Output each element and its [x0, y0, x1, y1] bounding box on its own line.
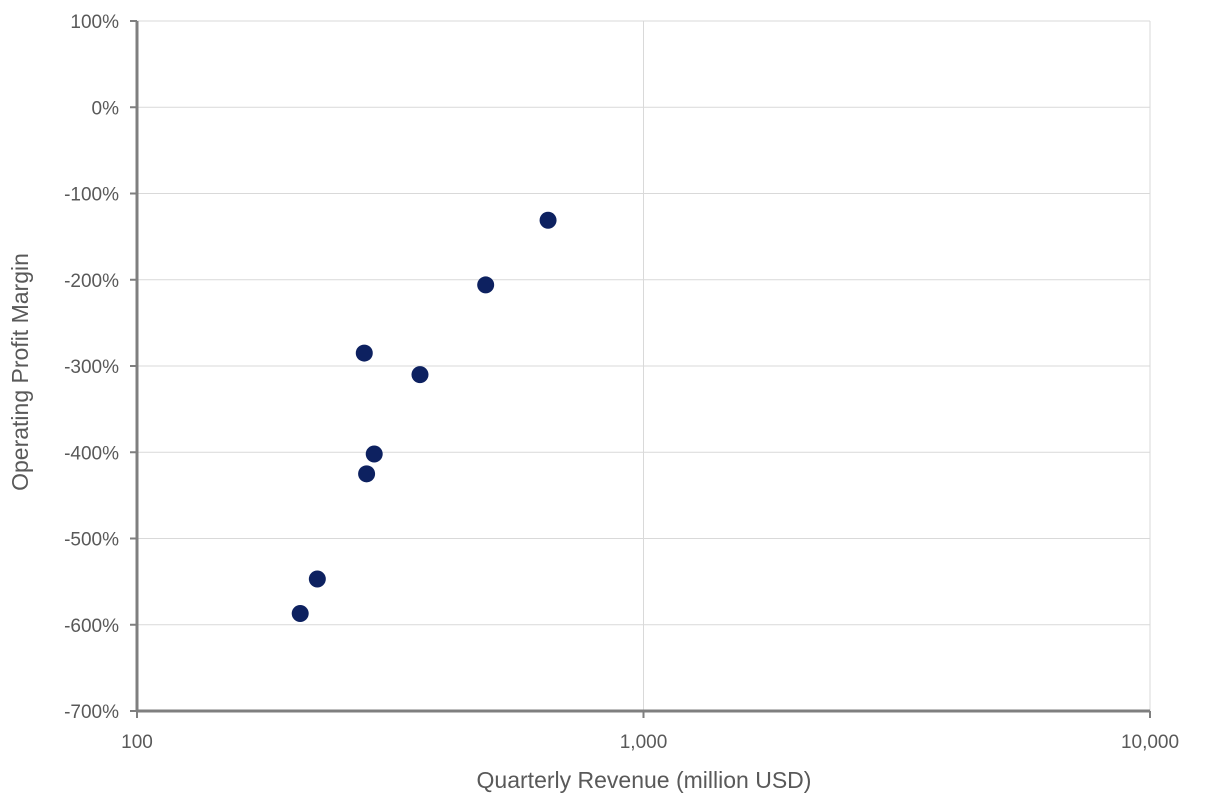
- y-tick-label: -600%: [64, 616, 119, 637]
- y-tick-label: -300%: [64, 357, 119, 378]
- data-point: [411, 366, 429, 384]
- x-tick-label: 10,000: [1121, 732, 1179, 753]
- tick-labels: 100% 0% -100% -200% -300% -400% -500% -600% -700…: [64, 12, 1179, 753]
- data-point: [355, 344, 373, 362]
- y-tick-label: -700%: [64, 702, 119, 723]
- data-point: [291, 605, 309, 623]
- y-tick-label: 0%: [92, 98, 120, 119]
- data-point: [365, 445, 383, 463]
- y-tick-label: -200%: [64, 271, 119, 292]
- y-tick-label: -100%: [64, 185, 119, 206]
- data-point: [308, 570, 326, 588]
- gridlines: [137, 20, 1151, 711]
- data-point: [358, 465, 376, 483]
- data-point: [477, 276, 495, 294]
- y-tick-label: 100%: [70, 12, 119, 33]
- y-tick-label: -500%: [64, 530, 119, 551]
- x-axis-title: Quarterly Revenue (million USD): [477, 767, 812, 793]
- y-axis-title: Operating Profit Margin: [7, 253, 33, 491]
- axes: [130, 20, 1151, 718]
- y-tick-label: -400%: [64, 443, 119, 464]
- x-tick-label: 1,000: [620, 732, 668, 753]
- data-point: [539, 211, 557, 229]
- data-points: [291, 211, 557, 623]
- x-tick-label: 100: [121, 732, 153, 753]
